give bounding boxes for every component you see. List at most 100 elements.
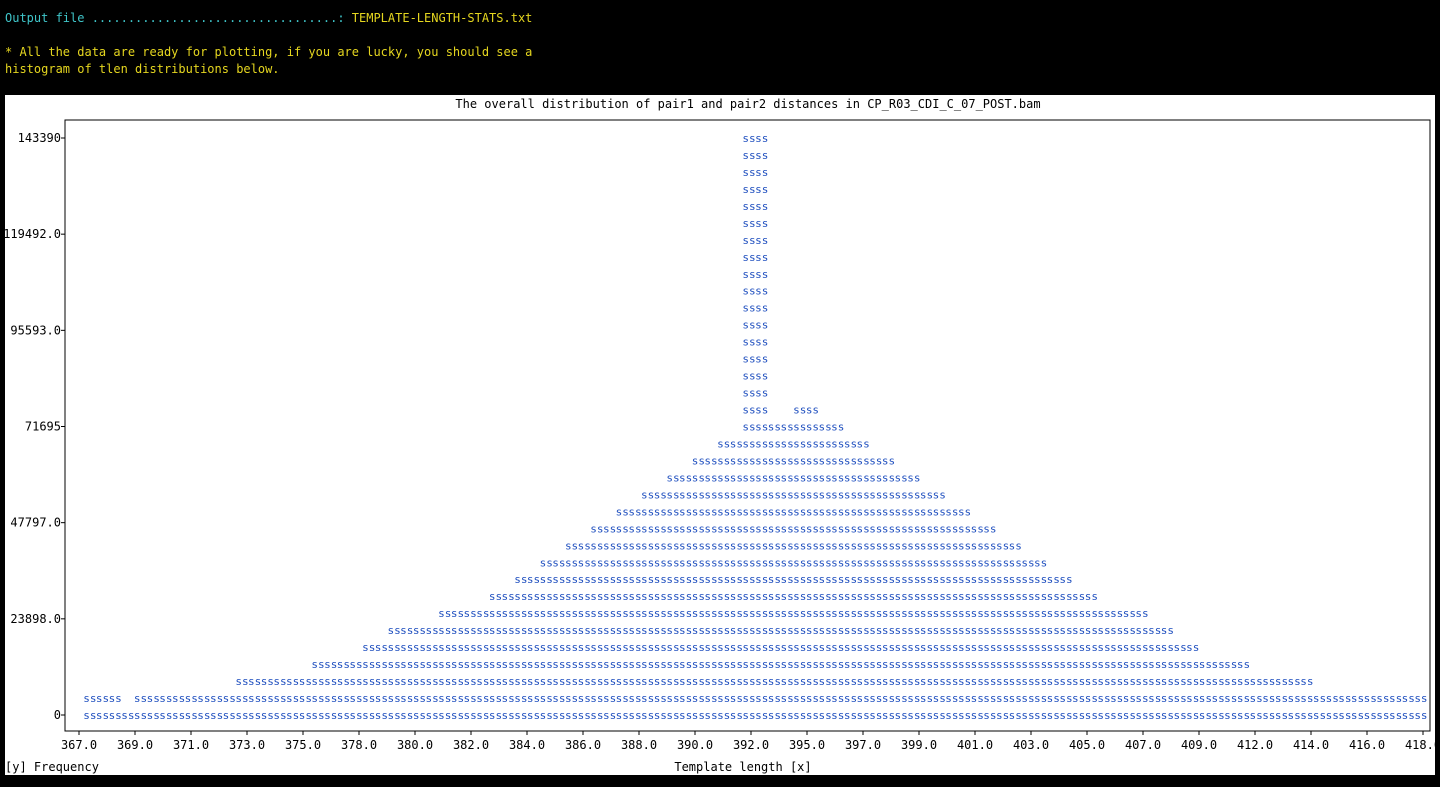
bar-glyph: ss <box>578 675 591 688</box>
bar-glyph: ss <box>286 692 299 705</box>
histogram-bar: ss ss ss <box>235 675 248 722</box>
bar-glyph: ss <box>895 573 908 586</box>
histogram-bar: ss ss ss ss ss ss ss ss ss ss ss ss ss ss ss ss ss ss <box>818 421 831 723</box>
bar-glyph: ss <box>654 692 667 705</box>
bar-glyph: ss <box>159 709 172 722</box>
bar-glyph: ss <box>134 709 147 722</box>
bar-glyph: ss <box>1021 692 1034 705</box>
bar-glyph: ss <box>628 624 641 637</box>
bar-glyph: ss <box>933 573 946 586</box>
bar-glyph: ss <box>451 607 464 620</box>
bar-glyph: ss <box>540 692 553 705</box>
bar-glyph: ss <box>933 675 946 688</box>
bar-glyph: ss <box>768 641 781 654</box>
bar-glyph: ss <box>552 624 565 637</box>
histogram-bar: ss ss ss <box>248 675 261 722</box>
bar-glyph: ss <box>565 539 578 552</box>
bar-glyph: ss <box>704 471 717 484</box>
bar-glyph: ss <box>907 624 920 637</box>
bar-glyph: ss <box>273 675 286 688</box>
bar-glyph: ss <box>1097 709 1110 722</box>
bar-glyph: ss <box>337 658 350 671</box>
bar-glyph: ss <box>1110 641 1123 654</box>
x-tick-label: 390.0 <box>677 738 713 752</box>
bar-glyph: ss <box>933 641 946 654</box>
bar-glyph: ss <box>768 522 781 535</box>
bar-glyph: ss <box>869 522 882 535</box>
bar-glyph: ss <box>692 692 705 705</box>
bar-glyph: ss <box>1034 607 1047 620</box>
bar-glyph: ss <box>362 709 375 722</box>
bar-glyph: ss <box>1262 692 1275 705</box>
bar-glyph: ss <box>996 624 1009 637</box>
bar-glyph: ss <box>818 505 831 518</box>
x-axis-label: Template length [x] <box>674 760 811 774</box>
bar-glyph: ss <box>806 454 819 467</box>
bar-glyph: ss <box>400 692 413 705</box>
bar-glyph: ss <box>1161 692 1174 705</box>
bar-glyph: ss <box>818 658 831 671</box>
bar-glyph: ss <box>818 471 831 484</box>
bar-glyph: ss <box>895 624 908 637</box>
bar-glyph: ss <box>730 437 743 450</box>
bar-glyph: ss <box>971 709 984 722</box>
bar-glyph: ss <box>768 709 781 722</box>
bar-glyph: ss <box>565 641 578 654</box>
histogram-bar: ss ss ss ss ss <box>362 641 375 722</box>
histogram-bar: ss ss ss <box>286 675 299 722</box>
bar-glyph: ss <box>299 709 312 722</box>
bar-glyph: ss <box>1123 675 1136 688</box>
bar-glyph: ss <box>844 607 857 620</box>
bar-glyph: ss <box>578 607 591 620</box>
bar-glyph: ss <box>806 573 819 586</box>
bar-glyph: ss <box>1110 658 1123 671</box>
bar-glyph: ss <box>1009 624 1022 637</box>
bar-glyph: ss <box>654 607 667 620</box>
bar-glyph: ss <box>248 709 261 722</box>
bar-glyph: ss <box>1186 658 1199 671</box>
bar-glyph: ss <box>818 454 831 467</box>
bar-glyph: ss <box>806 505 819 518</box>
bar-glyph: ss <box>818 488 831 501</box>
bar-glyph: ss <box>895 692 908 705</box>
bar-glyph: ss <box>324 658 337 671</box>
bar-glyph: ss <box>552 590 565 603</box>
bar-glyph: ss <box>742 590 755 603</box>
bar-glyph: ss <box>628 692 641 705</box>
bar-glyph: ss <box>730 692 743 705</box>
histogram-bar: ss ss ss ss ss ss ss ss ss ss ss <box>578 539 591 722</box>
bar-glyph: ss <box>514 641 527 654</box>
bar-glyph: ss <box>1123 607 1136 620</box>
bar-glyph: ss <box>793 556 806 569</box>
bar-glyph: ss <box>768 556 781 569</box>
bar-glyph: ss <box>755 421 768 434</box>
bar-glyph: ss <box>1034 641 1047 654</box>
bar-glyph: ss <box>1351 692 1364 705</box>
bar-glyph: ss <box>489 590 502 603</box>
x-axis-ticks: 367.0 369.0 371.0 373.0 375.0 378.0 380.0 382.0… <box>61 731 1435 752</box>
bar-glyph: ss <box>818 675 831 688</box>
bar-glyph: ss <box>806 590 819 603</box>
histogram-bar: ss ss ss ss <box>1199 658 1212 722</box>
bar-glyph: ss <box>920 658 933 671</box>
bar-glyph: ss <box>641 658 654 671</box>
bar-glyph: ss <box>742 370 755 383</box>
bar-glyph: ss <box>907 607 920 620</box>
bar-glyph: ss <box>502 658 515 671</box>
bar-glyph: ss <box>1148 675 1161 688</box>
bar-glyph: ss <box>311 658 324 671</box>
output-file-label: Output file ............................… <box>5 11 345 25</box>
bar-glyph: ss <box>1262 675 1275 688</box>
bar-glyph: ss <box>958 556 971 569</box>
bar-glyph: ss <box>755 573 768 586</box>
bar-glyph: ss <box>1021 624 1034 637</box>
bar-glyph: ss <box>717 454 730 467</box>
bar-glyph: ss <box>1250 692 1263 705</box>
bar-glyph: ss <box>780 454 793 467</box>
bar-glyph: ss <box>1072 590 1085 603</box>
bar-glyph: ss <box>628 539 641 552</box>
bar-glyph: ss <box>438 692 451 705</box>
bar-glyph: ss <box>641 590 654 603</box>
histogram-bar: ss ss ss ss ss ss ss ss ss ss ss ss ss ss ss ss ss ss <box>768 421 781 723</box>
bar-glyph: ss <box>704 675 717 688</box>
